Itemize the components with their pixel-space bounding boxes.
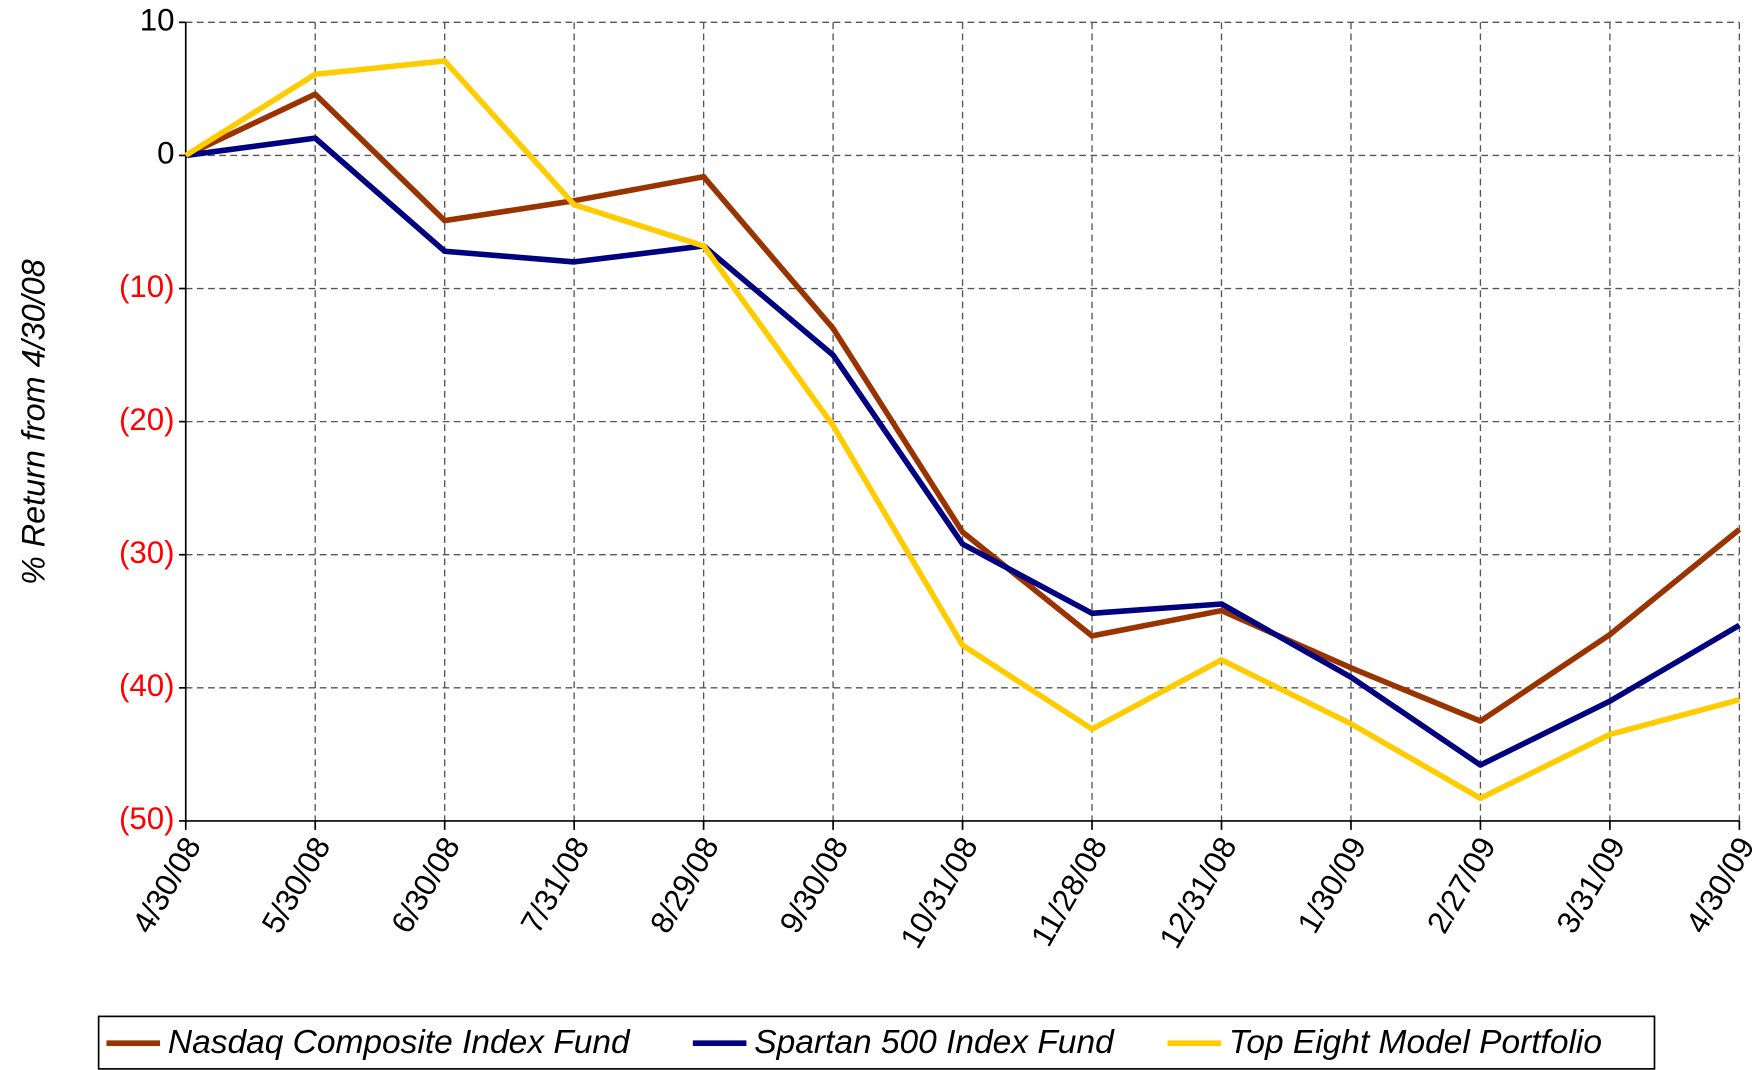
x-tick-label: 1/30/09 bbox=[1291, 831, 1373, 939]
legend-label: Nasdaq Composite Index Fund bbox=[168, 1024, 631, 1061]
x-tick-label: 4/30/08 bbox=[125, 831, 207, 939]
y-axis-label: % Return from 4/30/08 bbox=[16, 259, 52, 585]
series-line bbox=[184, 58, 1741, 802]
y-tick-label: (10) bbox=[119, 269, 175, 304]
x-tick-label: 10/31/08 bbox=[894, 831, 985, 954]
x-tick-label: 11/28/08 bbox=[1024, 831, 1114, 952]
x-tick-label: 8/29/08 bbox=[643, 831, 725, 939]
x-tick-label: 12/31/08 bbox=[1152, 831, 1243, 954]
y-tick-label: (40) bbox=[119, 668, 175, 703]
legend-label: Top Eight Model Portfolio bbox=[1229, 1024, 1602, 1061]
y-tick-label: (20) bbox=[119, 402, 175, 437]
x-tick-label: 4/30/09 bbox=[1679, 831, 1752, 939]
y-tick-label: (50) bbox=[119, 801, 175, 836]
y-tick-label: 0 bbox=[157, 136, 174, 171]
x-tick-label: 6/30/08 bbox=[384, 831, 466, 939]
y-tick-label: 10 bbox=[140, 3, 175, 38]
x-tick-label: 2/27/09 bbox=[1420, 831, 1502, 939]
x-tick-label: 9/30/08 bbox=[773, 831, 855, 939]
legend-box bbox=[97, 1015, 1656, 1070]
y-tick-label: (30) bbox=[119, 535, 175, 570]
x-tick-label: 3/31/09 bbox=[1550, 831, 1632, 939]
x-tick-label: 5/30/08 bbox=[255, 831, 337, 939]
series-line bbox=[184, 91, 1742, 724]
series-line bbox=[185, 135, 1741, 768]
legend-label: Spartan 500 Index Fund bbox=[754, 1024, 1115, 1061]
x-tick-label: 7/31/08 bbox=[514, 831, 596, 939]
